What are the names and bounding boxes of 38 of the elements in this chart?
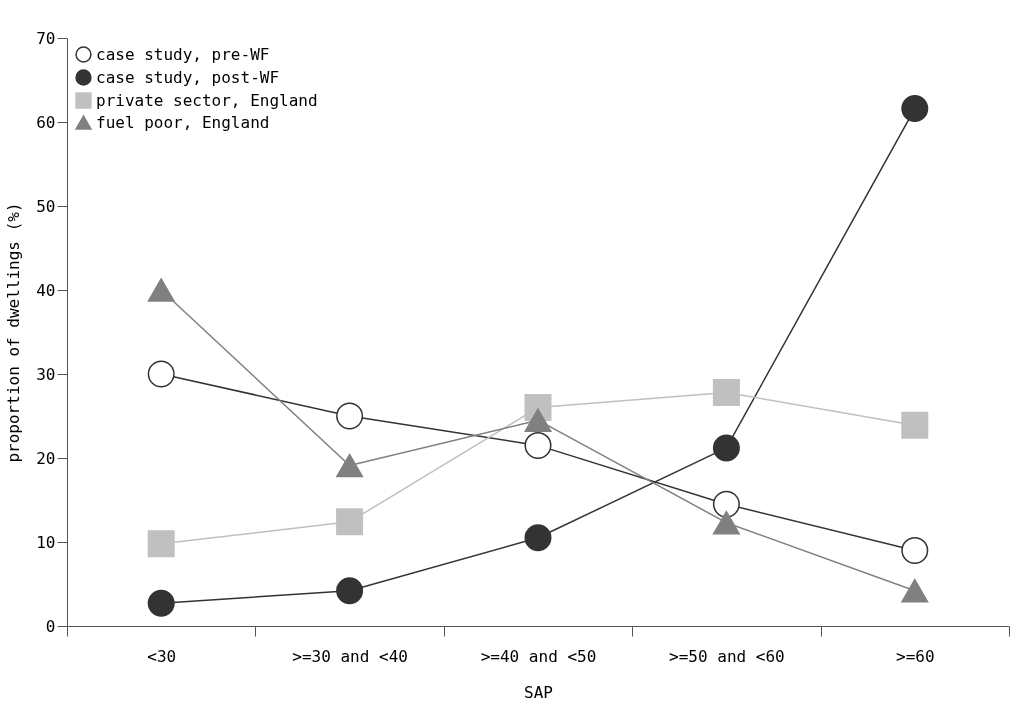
legend-label: case study, post-WF — [96, 67, 280, 87]
point — [147, 589, 175, 617]
y-axis-title: proportion of dwellings (%) — [4, 202, 24, 463]
point — [901, 95, 929, 123]
x-tick-label: >=30 and <40 — [292, 646, 408, 666]
y-tick-label: 30 — [36, 364, 56, 384]
x-axis-title: SAP — [524, 682, 553, 702]
y-tick-label: 50 — [36, 196, 56, 216]
point — [901, 536, 929, 564]
legend-label: private sector, England — [96, 90, 318, 110]
point — [901, 578, 929, 603]
y-tick-label: 40 — [36, 280, 56, 300]
point — [147, 360, 175, 388]
point — [336, 402, 364, 430]
point — [524, 408, 552, 432]
point — [712, 510, 740, 535]
point — [712, 434, 740, 462]
point — [712, 490, 740, 518]
y-tick-label: 60 — [36, 112, 56, 132]
legend-label: case study, pre-WF — [96, 44, 270, 64]
point — [712, 378, 740, 406]
point — [524, 524, 552, 552]
point — [336, 453, 364, 478]
point — [336, 508, 364, 536]
point — [901, 411, 929, 439]
point — [147, 530, 175, 558]
x-tick-label: >=50 and <60 — [669, 646, 785, 666]
y-tick-label: 70 — [36, 28, 56, 48]
y-tick-label: 0 — [45, 616, 56, 636]
legend-label: fuel poor, England — [96, 112, 270, 132]
point — [524, 431, 552, 459]
y-tick-label: 20 — [36, 448, 56, 468]
point — [336, 577, 364, 605]
y-tick-label: 10 — [36, 532, 56, 552]
x-tick-label: >=40 and <50 — [480, 646, 597, 666]
point — [147, 278, 175, 302]
x-tick-label: >=60 — [896, 646, 935, 666]
x-tick-label: <30 — [147, 646, 177, 666]
